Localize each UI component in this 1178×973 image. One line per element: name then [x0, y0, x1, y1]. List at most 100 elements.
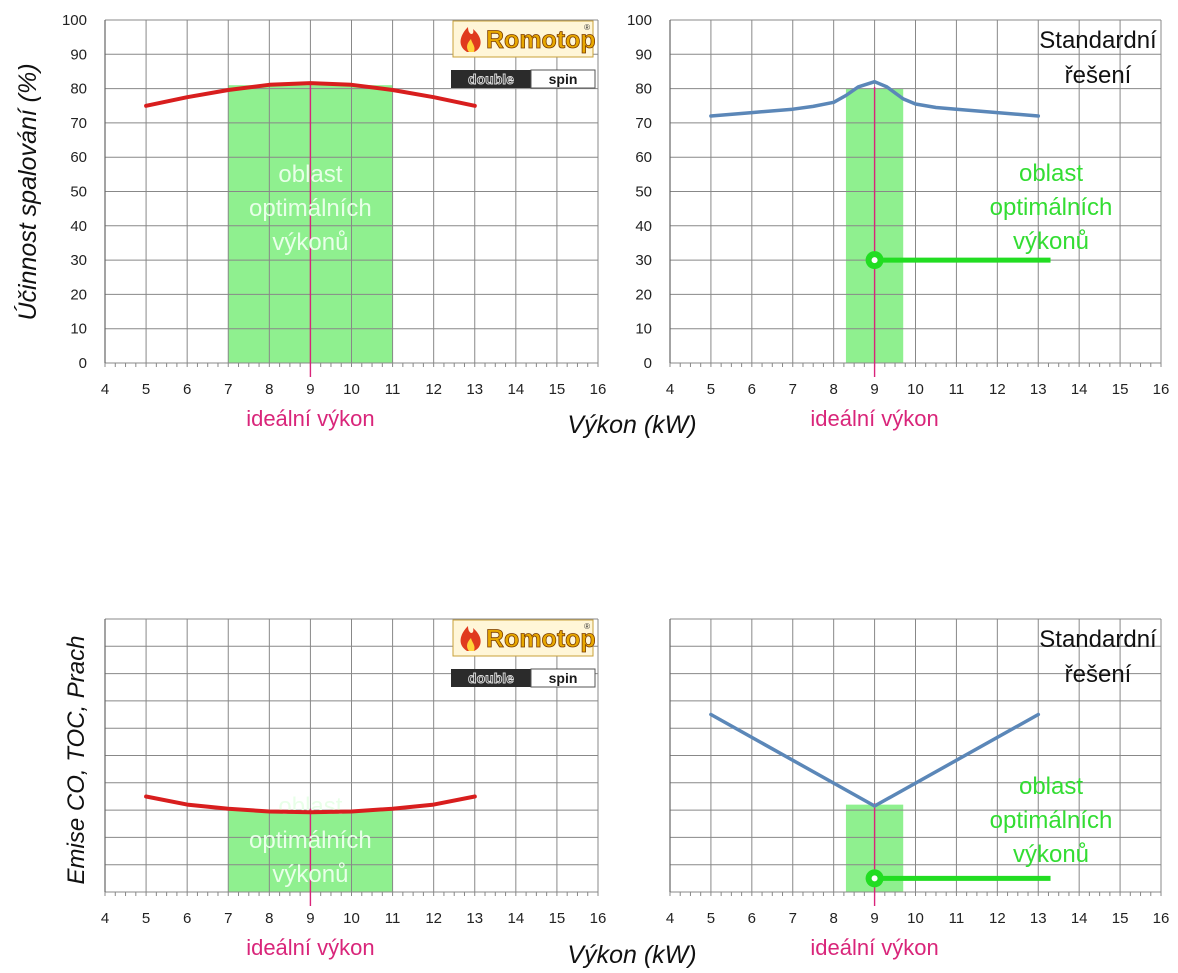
y-tick-label: 70	[635, 115, 652, 132]
logo-registered: ®	[584, 622, 590, 631]
logo-brand: Romotop	[486, 26, 596, 54]
x-tick-label: 13	[466, 910, 483, 927]
logo-brand: Romotop	[486, 625, 596, 653]
x-tick-label: 7	[224, 381, 232, 398]
y-tick-label: 100	[62, 12, 87, 29]
x-tick-label: 13	[1030, 381, 1047, 398]
x-tick-label: 5	[707, 381, 715, 398]
chart-bottom-right: oblast optimálních výkonů 4 5 6 7 8 9 10 11 12 13 14 1…	[666, 619, 1170, 960]
optimal-label-line: výkonů	[1013, 841, 1089, 868]
y-tick-label: 50	[635, 184, 652, 201]
logo-double: double	[468, 71, 514, 87]
x-tick-label: 13	[1030, 910, 1047, 927]
y-tick-label: 90	[70, 46, 87, 63]
x-tick-label: 11	[385, 381, 401, 398]
x-tick-label: 16	[1153, 381, 1170, 398]
x-tick-label: 7	[789, 910, 797, 927]
marker-dot-center	[872, 257, 878, 263]
y-tick-label: 20	[635, 286, 652, 303]
optimal-label-line: optimálních	[990, 194, 1113, 221]
x-tick-label: 10	[907, 381, 924, 398]
x-tick-label: 7	[789, 381, 797, 398]
x-tick-label: 14	[1071, 381, 1088, 398]
x-tick-label: 15	[1112, 381, 1129, 398]
x-tick-label: 12	[425, 910, 442, 927]
x-tick-label: 4	[666, 910, 674, 927]
x-tick-label: 8	[829, 910, 837, 927]
x-tick-label: 5	[707, 910, 715, 927]
x-tick-label: 16	[590, 381, 607, 398]
y-tick-label: 90	[635, 46, 652, 63]
x-tick-label: 6	[748, 381, 756, 398]
y-tick-label: 50	[70, 184, 87, 201]
x-tick-label: 11	[949, 910, 965, 927]
x-tick-label: 6	[748, 910, 756, 927]
x-tick-label: 10	[907, 910, 924, 927]
ideal-label: ideální výkon	[246, 935, 374, 960]
x-axis-label-top: Výkon (kW)	[567, 411, 696, 439]
x-tick-label: 14	[1071, 910, 1088, 927]
ideal-label: ideální výkon	[246, 406, 374, 431]
x-tick-label: 9	[306, 381, 314, 398]
x-tick-label: 8	[265, 910, 273, 927]
y-tick-label: 70	[70, 115, 87, 132]
x-tick-label: 10	[343, 381, 360, 398]
optimal-label-line: optimálních	[990, 807, 1113, 834]
x-tick-label: 8	[829, 381, 837, 398]
y-tick-label: 60	[635, 149, 652, 166]
y-tick-label: 100	[627, 12, 652, 29]
y-tick-label: 30	[635, 252, 652, 269]
x-tick-label: 15	[549, 381, 566, 398]
x-tick-label: 9	[306, 910, 314, 927]
y-tick-label: 30	[70, 252, 87, 269]
standard-label-line: Standardní	[1039, 626, 1157, 653]
y-axis-label-efficiency: Účinnost spalování (%)	[13, 63, 42, 320]
x-tick-label: 4	[101, 910, 109, 927]
optimal-label-line: výkonů	[272, 861, 348, 888]
y-tick-label: 80	[70, 81, 87, 98]
optimal-label-line: optimálních	[249, 827, 372, 854]
y-tick-label: 80	[635, 81, 652, 98]
x-tick-label: 8	[265, 381, 273, 398]
x-tick-label: 14	[507, 381, 524, 398]
standard-label-line: řešení	[1065, 62, 1132, 89]
x-tick-label: 7	[224, 910, 232, 927]
optimal-label-line: oblast	[1019, 160, 1083, 187]
logo-registered: ®	[584, 23, 590, 32]
x-tick-label: 16	[1153, 910, 1170, 927]
optimal-label-line: oblast	[278, 161, 342, 188]
x-tick-label: 9	[870, 910, 878, 927]
y-tick-label: 10	[70, 321, 87, 338]
x-tick-label: 11	[949, 381, 965, 398]
x-tick-label: 5	[142, 381, 150, 398]
x-axis-label-bottom: Výkon (kW)	[567, 941, 696, 968]
x-tick-label: 12	[989, 381, 1006, 398]
y-tick-label: 20	[70, 286, 87, 303]
y-tick-label: 0	[79, 355, 87, 372]
standard-label-line: Standardní	[1039, 27, 1157, 54]
x-tick-label: 12	[425, 381, 442, 398]
ideal-label: ideální výkon	[810, 935, 938, 960]
logo-spin: spin	[549, 71, 578, 87]
optimal-label-line: oblast	[278, 793, 342, 820]
optimal-label-line: oblast	[1019, 773, 1083, 800]
marker-dot-center	[872, 875, 878, 881]
x-tick-label: 4	[101, 381, 109, 398]
x-tick-label: 6	[183, 381, 191, 398]
x-tick-label: 12	[989, 910, 1006, 927]
x-tick-label: 11	[385, 910, 401, 927]
optimal-label-line: optimálních	[249, 195, 372, 222]
x-tick-label: 15	[549, 910, 566, 927]
x-tick-label: 9	[870, 381, 878, 398]
y-axis-label-emissions: Emise CO, TOC, Prach	[63, 636, 90, 885]
x-tick-label: 15	[1112, 910, 1129, 927]
y-tick-label: 40	[70, 218, 87, 235]
logo-spin: spin	[549, 670, 578, 686]
x-tick-label: 4	[666, 381, 674, 398]
y-tick-label: 0	[644, 355, 652, 372]
